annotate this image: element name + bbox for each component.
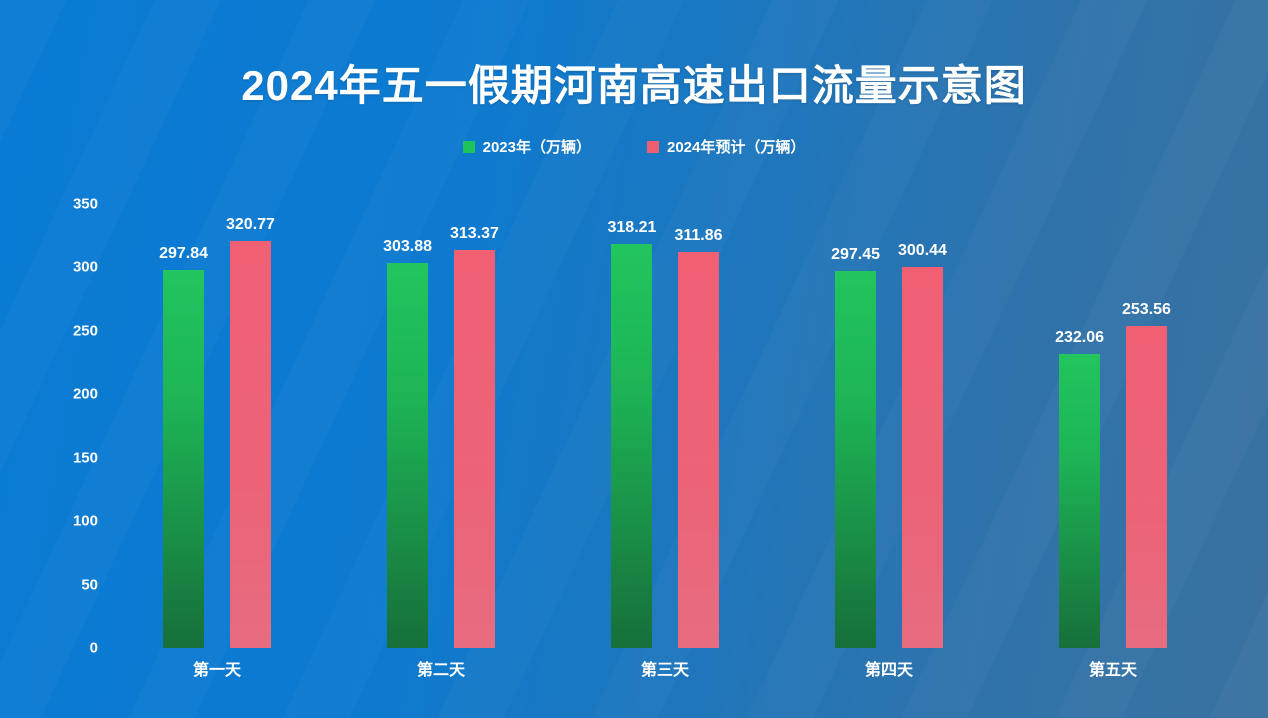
y-tick-label: 250 <box>72 322 98 340</box>
bar-2023年（万辆）-第二天 <box>387 262 429 648</box>
chart-legend: 2023年（万辆） 2024年预计（万辆） <box>0 136 1268 157</box>
bar-2023年（万辆）-第三天 <box>611 244 653 648</box>
bar-group-第一天: 297.84 320.77 <box>105 204 329 648</box>
bar-value-label: 320.77 <box>226 216 275 234</box>
bar-value-label: 253.56 <box>1122 301 1171 319</box>
bar-value-label: 303.88 <box>383 237 432 255</box>
bar-2024年预计（万辆）-第四天 <box>901 266 943 648</box>
bar-value-label: 318.21 <box>607 219 657 237</box>
bar-value-label: 297.84 <box>159 245 208 263</box>
x-category-label: 第一天 <box>192 662 242 679</box>
bar-unit: 311.86 <box>674 227 723 648</box>
legend-label: 2023年（万辆） <box>482 139 591 156</box>
bar-group-第四天: 297.45 300.44 <box>777 204 1001 648</box>
bar-group-第三天: 318.21 311.86 <box>553 204 777 648</box>
y-tick-label: 300 <box>72 258 98 276</box>
y-tick-label: 200 <box>72 385 98 403</box>
bar-value-label: 232.06 <box>1055 328 1104 346</box>
page-title: 2024年五一假期河南高速出口流量示意图 <box>241 62 1027 109</box>
bar-chart-plot-area: 297.84 320.77 303.88 313.37 318.21 311.86 297.… <box>105 204 1225 648</box>
y-tick-label: 50 <box>81 576 98 594</box>
y-tick-label: 150 <box>72 449 98 467</box>
bar-2024年预计（万辆）-第三天 <box>677 252 719 648</box>
x-category-label: 第四天 <box>864 662 914 679</box>
legend-item-0: 2023年（万辆） <box>462 136 591 157</box>
x-axis: 第一天 第二天 第三天 第四天 第五天 <box>105 656 1225 680</box>
bar-value-label: 297.45 <box>831 245 880 263</box>
bar-2023年（万辆）-第四天 <box>835 270 877 648</box>
bar-group-第二天: 303.88 313.37 <box>329 204 553 648</box>
bar-unit: 297.84 <box>159 245 208 648</box>
bar-2023年（万辆）-第一天 <box>163 270 205 648</box>
bar-group-第五天: 232.06 253.56 <box>1001 204 1225 648</box>
bar-2024年预计（万辆）-第五天 <box>1125 326 1167 648</box>
bar-value-label: 313.37 <box>450 225 499 243</box>
x-category-label: 第二天 <box>416 662 466 679</box>
y-tick-label: 350 <box>72 195 98 213</box>
y-tick-label: 100 <box>72 512 98 530</box>
bar-unit: 318.21 <box>607 219 657 648</box>
legend-swatch-icon <box>462 140 475 153</box>
bar-unit: 313.37 <box>450 225 499 648</box>
x-category-label: 第三天 <box>640 662 690 679</box>
x-category-label: 第五天 <box>1088 662 1138 679</box>
bar-2024年预计（万辆）-第一天 <box>229 241 271 648</box>
bar-2024年预计（万辆）-第二天 <box>453 250 495 648</box>
bar-unit: 253.56 <box>1122 301 1171 648</box>
bar-value-label: 300.44 <box>898 241 947 259</box>
bar-2023年（万辆）-第五天 <box>1059 353 1101 648</box>
legend-label: 2024年预计（万辆） <box>667 139 806 156</box>
legend-swatch-icon <box>647 140 659 153</box>
legend-item-1: 2024年预计（万辆） <box>647 136 805 157</box>
y-tick-label: 0 <box>89 639 98 657</box>
bar-unit: 232.06 <box>1055 329 1104 648</box>
bar-unit: 303.88 <box>383 238 432 648</box>
y-axis: 0 50 100 150 200 250 300 350 <box>0 196 98 657</box>
bar-unit: 320.77 <box>226 216 275 648</box>
bar-unit: 300.44 <box>898 242 947 648</box>
bar-unit: 297.45 <box>831 246 880 648</box>
bar-value-label: 311.86 <box>674 227 723 245</box>
